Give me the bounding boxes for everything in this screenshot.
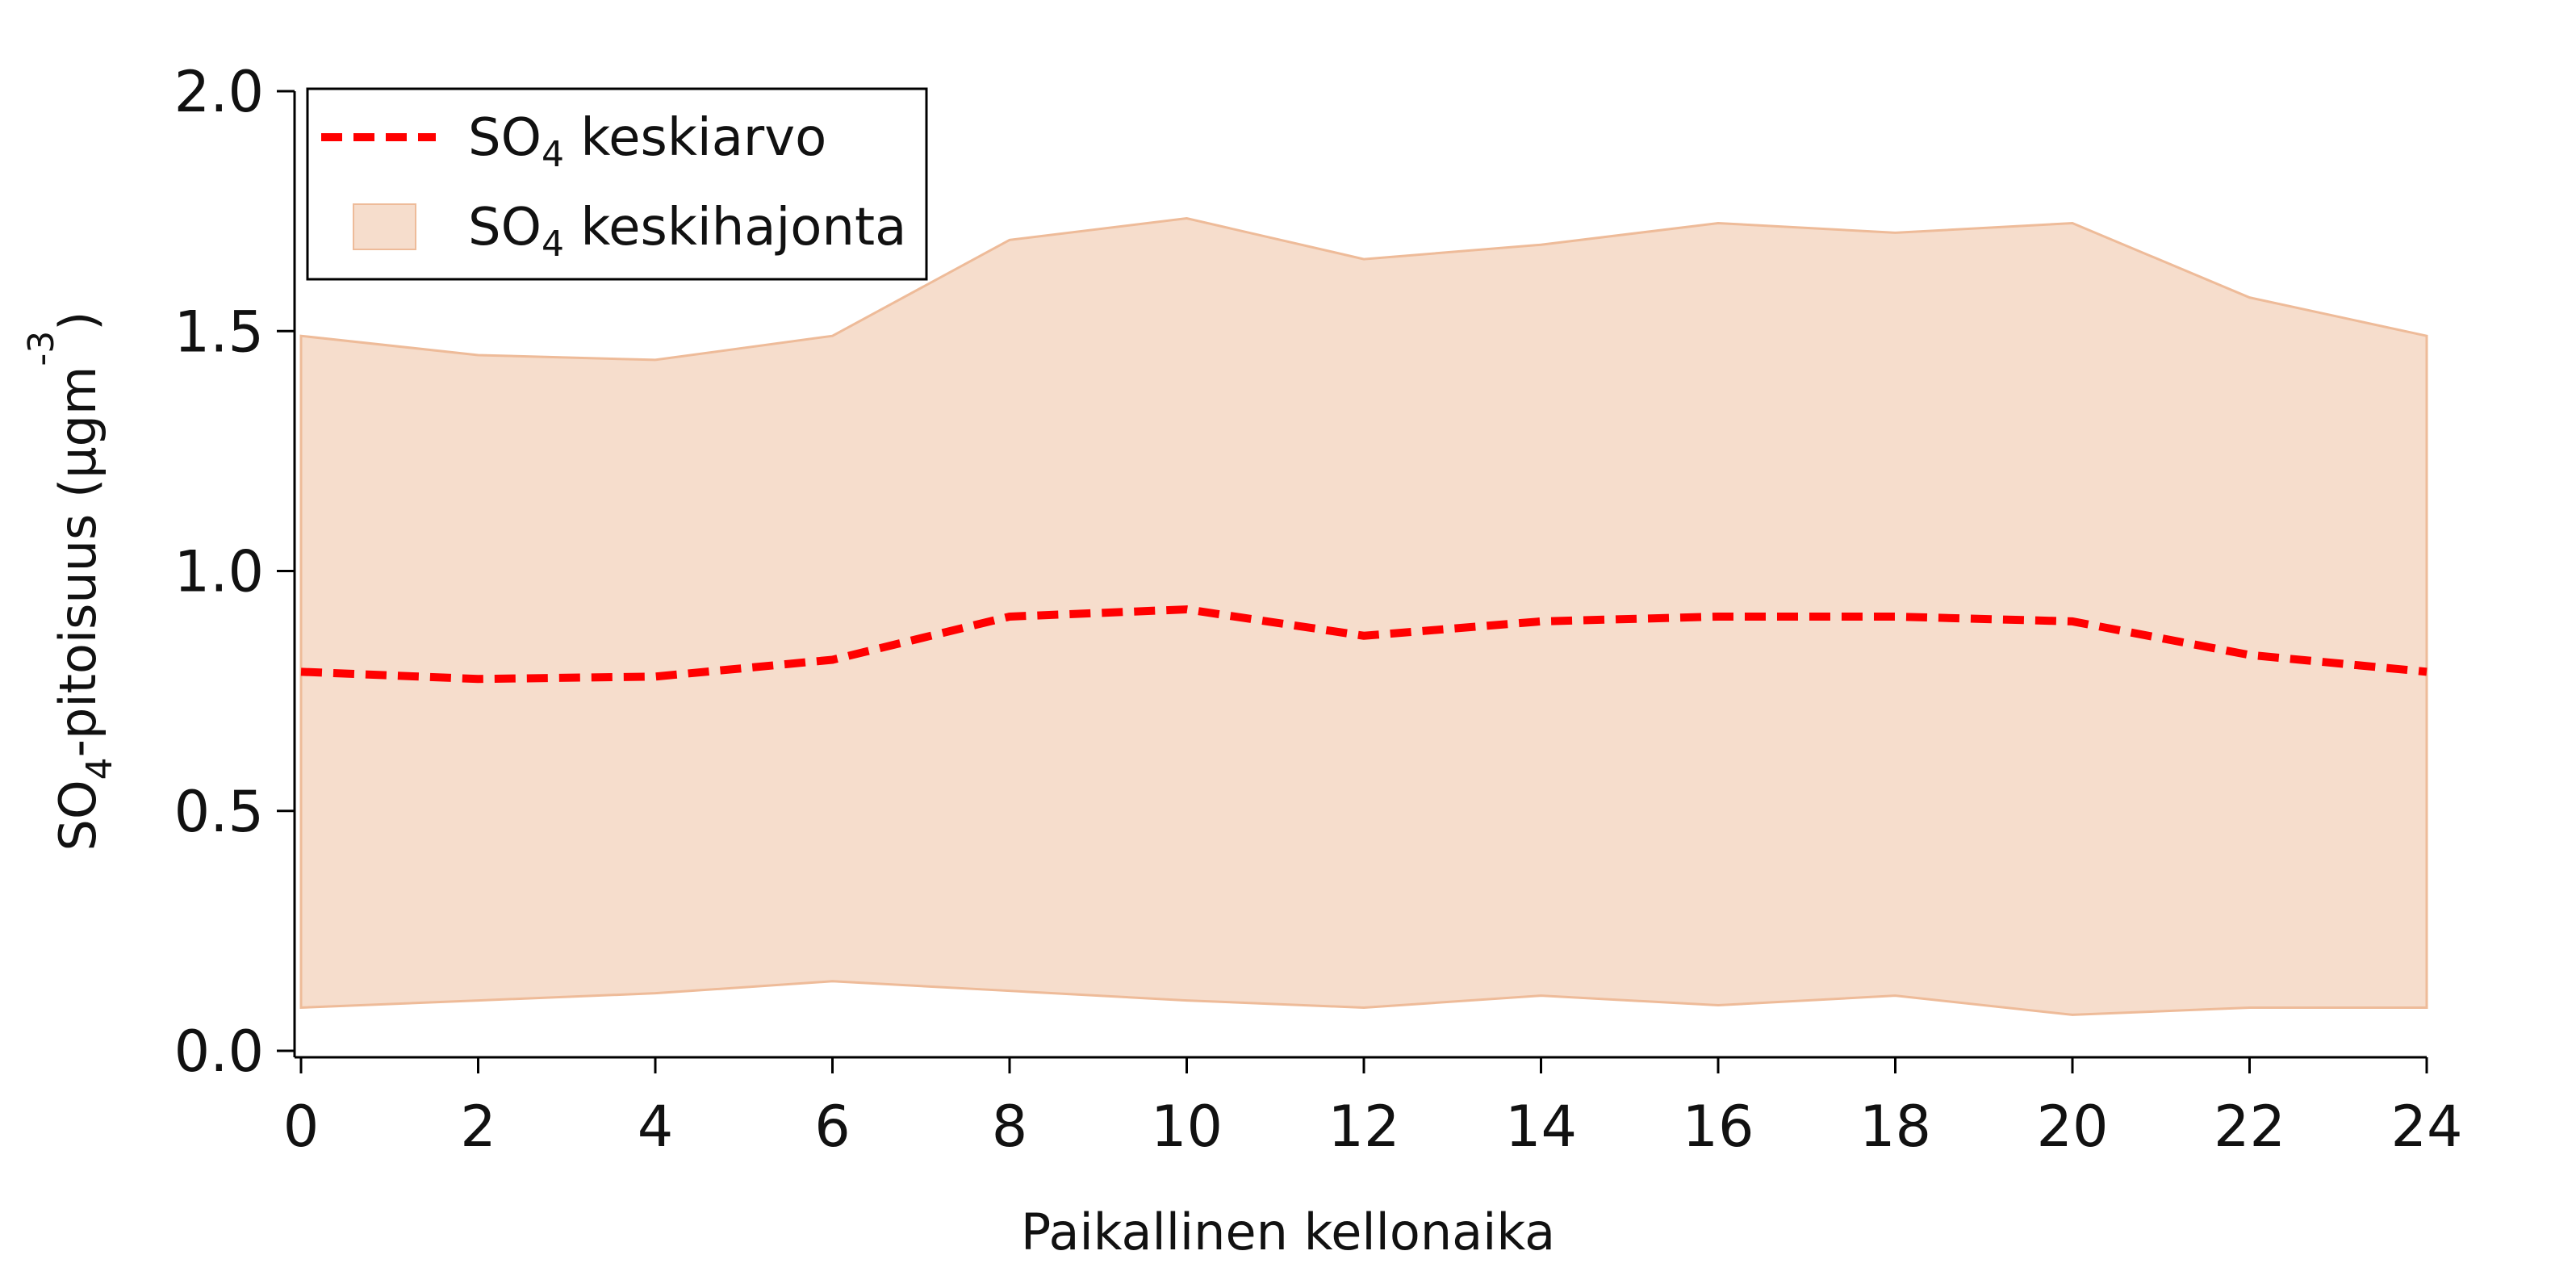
legend-item-stddev: SO4 keskihajonta — [468, 198, 906, 265]
plot-area — [299, 217, 2428, 1016]
y-axis-title-so: SO — [48, 780, 107, 851]
legend-item-stddev-prefix: SO — [468, 198, 542, 257]
x-tick-label: 8 — [992, 1094, 1028, 1160]
y-tick-label: 2.0 — [174, 59, 264, 125]
legend-item-mean: SO4 keskiarvo — [468, 108, 826, 175]
legend-item-mean-suffix: keskiarvo — [564, 108, 826, 168]
legend-item-stddev-suffix: keskihajonta — [564, 198, 906, 257]
mean-line — [300, 605, 2428, 684]
legend-item-mean-subscript: 4 — [542, 134, 564, 175]
legend-item-stddev-subscript: 4 — [542, 224, 564, 265]
y-tick-label: 1.0 — [174, 539, 264, 605]
axes: 0 2 4 6 8 10 12 14 16 18 20 22 240.00.51.01.52.0 — [174, 59, 2463, 1160]
y-tick-label: 0.0 — [174, 1019, 264, 1085]
y-axis-title-close: ) — [48, 312, 107, 331]
x-tick-label: 2 — [460, 1094, 496, 1160]
x-tick-label: 20 — [2036, 1094, 2108, 1160]
x-tick-label: 24 — [2390, 1094, 2462, 1160]
x-tick-label: 4 — [638, 1094, 674, 1160]
y-axis-title: SO4-pitoisuus (µgm-3) — [21, 312, 120, 851]
x-tick-label: 22 — [2214, 1094, 2285, 1160]
y-axis-title-text: -pitoisuus (µgm — [48, 366, 107, 758]
svg-text:SO4-pitoisuus (µgm-3): SO4-pitoisuus (µgm-3) — [21, 312, 120, 851]
x-tick-label: 14 — [1505, 1094, 1577, 1160]
x-tick-label: 16 — [1682, 1094, 1754, 1160]
legend: SO4 keskiarvo SO4 keskihajonta — [306, 87, 928, 281]
stddev-band — [299, 217, 2428, 1016]
y-tick-label: 1.5 — [174, 299, 264, 365]
x-tick-label: 6 — [814, 1094, 851, 1160]
x-tick-label: 12 — [1328, 1094, 1399, 1160]
x-tick-label: 18 — [1859, 1094, 1931, 1160]
y-tick-label: 0.5 — [174, 779, 264, 845]
x-axis-title: Paikallinen kellonaika — [1021, 1203, 1555, 1261]
legend-band-swatch — [353, 203, 416, 250]
x-tick-label: 0 — [283, 1094, 320, 1160]
x-tick-label: 10 — [1151, 1094, 1223, 1160]
legend-item-mean-prefix: SO — [468, 108, 542, 168]
y-axis-title-superscript: -3 — [21, 331, 62, 366]
y-axis-title-subscript: 4 — [79, 757, 120, 780]
